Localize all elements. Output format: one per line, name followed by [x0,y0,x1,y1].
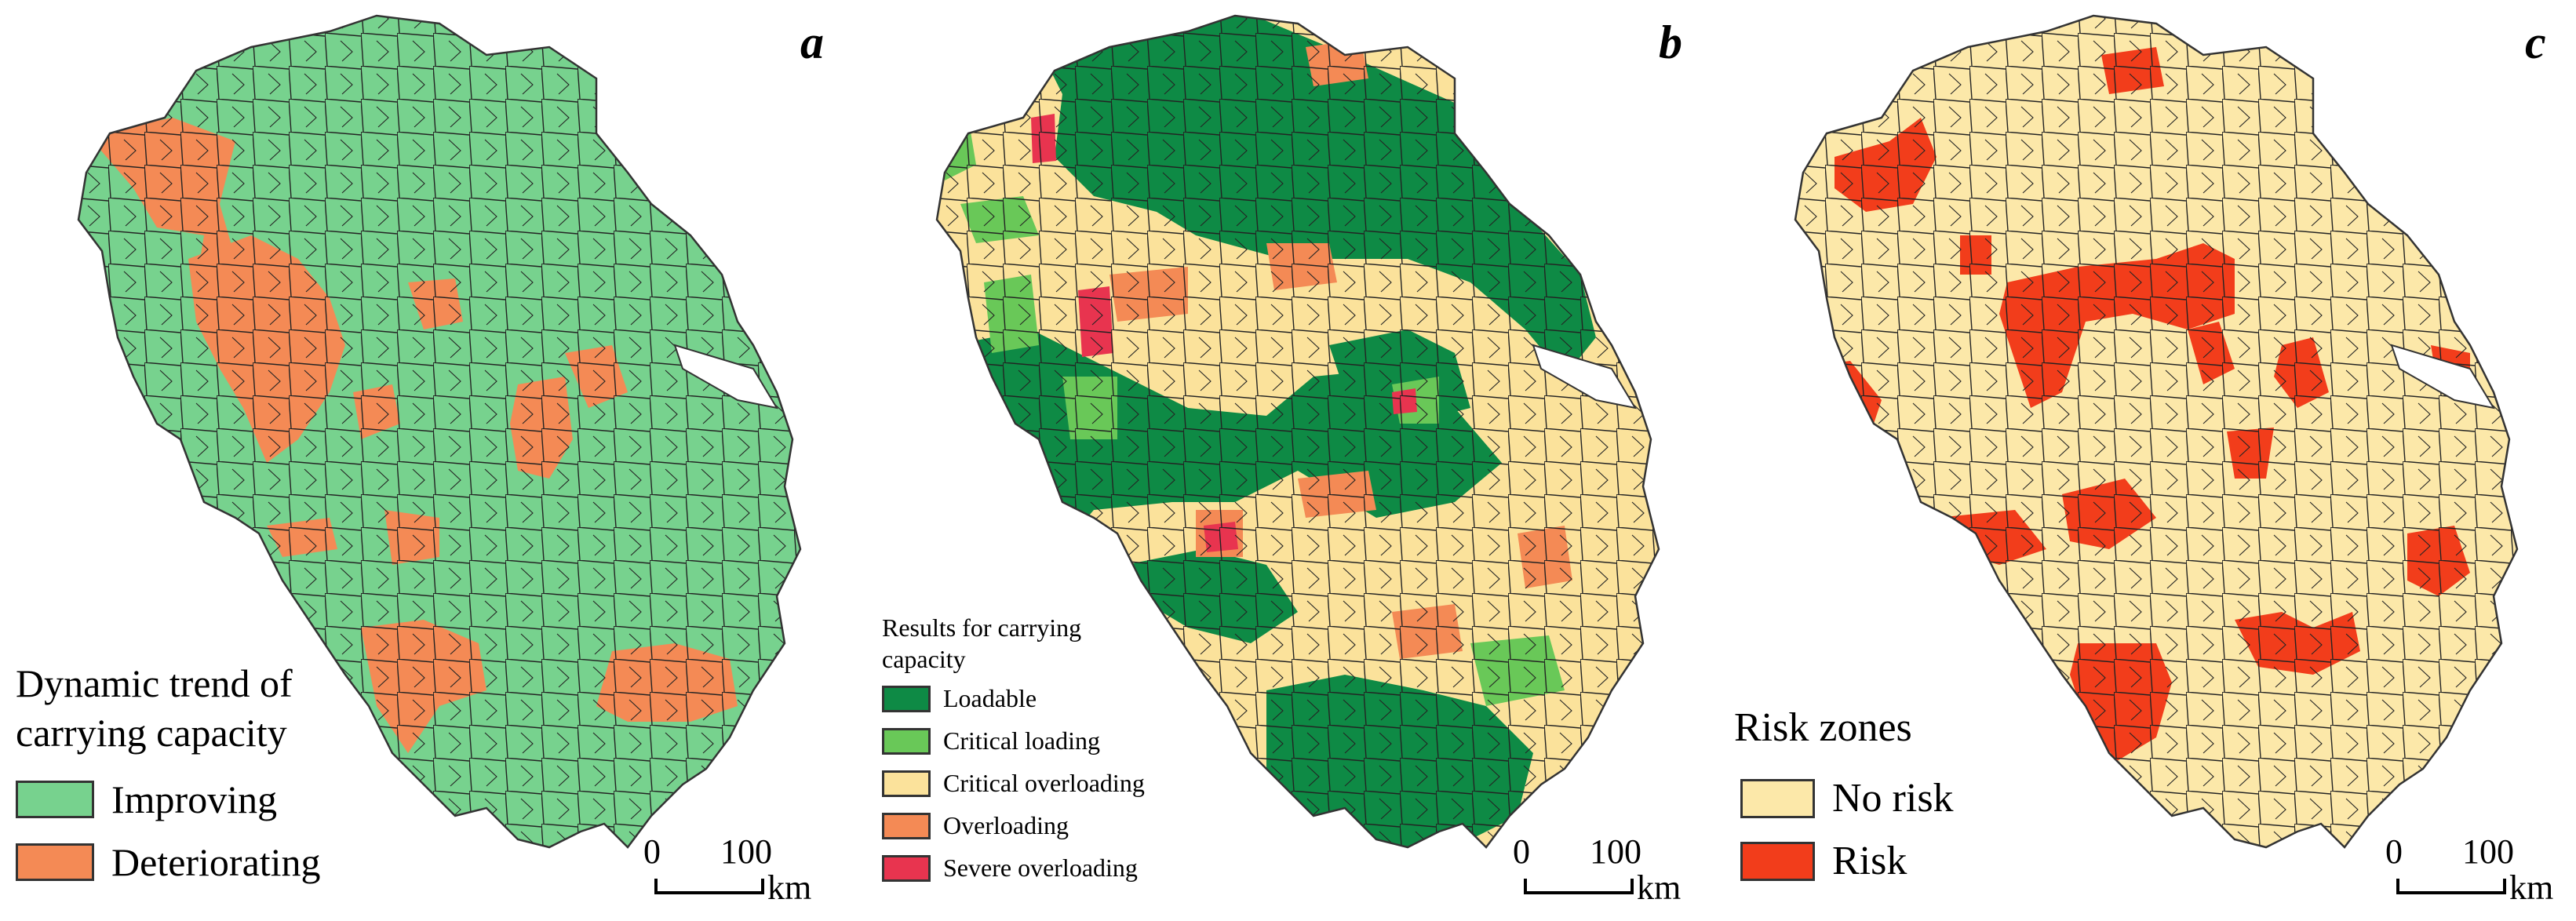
river-estuary [1532,344,1638,410]
legend-swatch [882,854,931,882]
legend-title-line: Risk zones [1734,705,1912,750]
panel-a: a Dynamic trend of carrying capacity Imp… [0,0,858,921]
map-b-overloading-patch [937,361,1000,439]
legend-item-deteriorating: Deteriorating [16,839,321,885]
scale-line [2396,891,2506,894]
map-a [77,14,802,849]
legend-title-line: Dynamic trend of [16,661,293,705]
panel-letter: b [1659,16,1682,68]
legend-label: Risk [1832,839,1907,883]
legend-label: Loadable [943,684,1037,712]
panel-letter: a [800,16,824,68]
scale-end: 100 [1590,832,1641,871]
legend-title: Dynamic trend of carrying capacity [16,659,293,757]
river-estuary [2390,344,2496,410]
legend-title: Risk zones [1734,702,1912,753]
legend-item-no-risk: No risk [1740,775,1954,821]
legend-swatch [16,843,94,881]
legend-label: Improving [111,777,278,821]
scale-unit: km [767,868,812,907]
legend-title: Results for carrying capacity [882,612,1081,675]
legend-swatch [882,812,931,839]
scale-tick [761,879,764,894]
scale-start: 0 [2385,832,2403,871]
legend-label: Severe overloading [943,854,1138,882]
map-b-overloading-patch [945,471,1000,526]
legend-item-risk: Risk [1740,838,1907,884]
scale-line [654,891,764,894]
scale-unit: km [2509,868,2554,907]
river-estuary [673,344,779,410]
scale-bar: 0 100 km [2385,832,2574,910]
scale-line [1524,891,1634,894]
scale-tick [2503,879,2506,894]
legend-item-critical-overloading: Critical overloading [882,769,1145,798]
scale-unit: km [1637,868,1682,907]
legend-item-overloading: Overloading [882,811,1069,840]
scale-end: 100 [2462,832,2514,871]
legend-title-line: Results for carrying [882,613,1082,642]
scale-tick [654,879,658,894]
legend-label: Overloading [943,811,1069,839]
scale-tick [1524,879,1527,894]
scale-bar: 0 100 km [643,832,840,910]
legend-swatch [882,770,931,797]
scale-start: 0 [1513,832,1530,871]
scale-tick [1630,879,1634,894]
legend-item-severe-overloading: Severe overloading [882,854,1138,883]
legend-title-line: capacity [882,645,966,673]
legend-label: Deteriorating [111,840,321,884]
legend-swatch [882,685,931,712]
legend-swatch [1740,778,1815,818]
map-c [1794,14,2519,849]
scale-start: 0 [643,832,661,871]
legend-swatch [882,727,931,755]
map-c-risk-patch [1850,479,1905,541]
panel-b: b Results for carrying capacity Loadable… [858,0,1717,921]
scale-bar: 0 100 km [1513,832,1709,910]
legend-label: Critical overloading [943,769,1145,797]
legend-swatch [16,781,94,818]
map-a-regions [77,14,802,849]
scale-tick [2396,879,2399,894]
map-b [935,14,1660,849]
legend-title-line: carrying capacity [16,710,287,755]
legend-item-improving: Improving [16,777,277,822]
legend-label: No risk [1832,776,1954,821]
legend-swatch [1740,841,1815,881]
legend-item-loadable: Loadable [882,684,1037,713]
legend-item-critical-loading: Critical loading [882,726,1100,755]
legend-label: Critical loading [943,726,1100,755]
panel-c: c Risk zones No risk Risk 0 100 km [1717,0,2576,921]
scale-end: 100 [720,832,772,871]
panel-letter: c [2525,16,2546,68]
